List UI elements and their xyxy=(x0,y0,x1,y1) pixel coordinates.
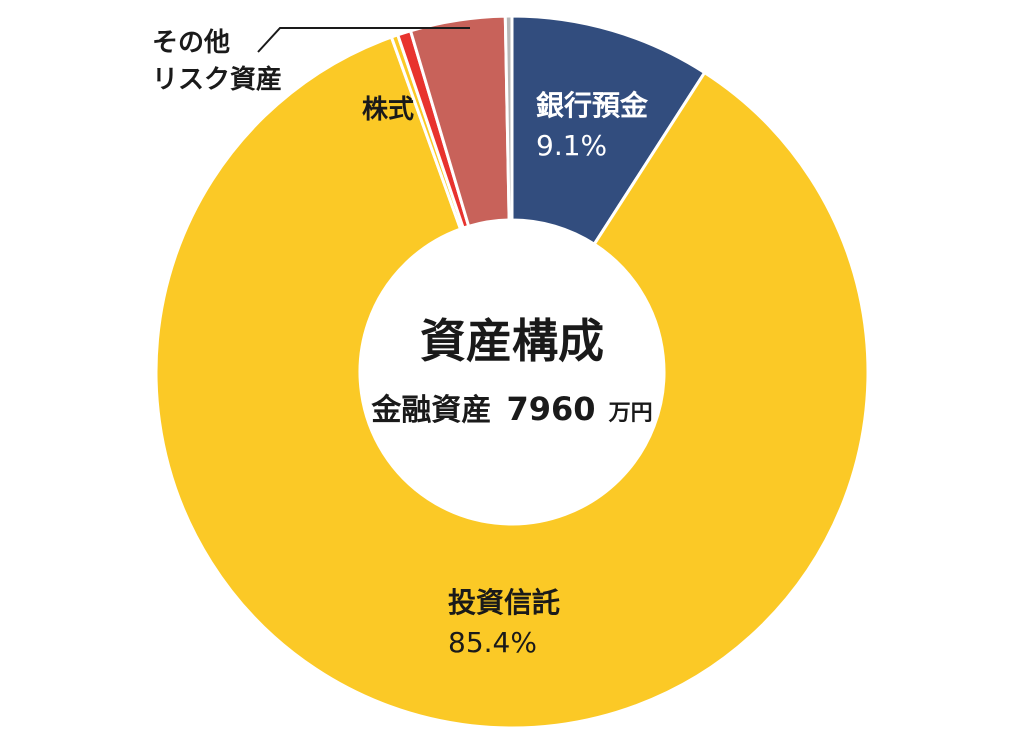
slices-group xyxy=(154,14,870,730)
value-bank-deposit: 9.1% xyxy=(536,129,607,162)
label-investment-trust: 投資信託 xyxy=(448,586,560,619)
donut-slice-5 xyxy=(503,14,514,222)
label-bank-deposit: 銀行預金 xyxy=(536,89,649,122)
center-subtitle-unit: 万円 xyxy=(608,401,653,426)
center-subtitle-label: 金融資産 xyxy=(370,393,491,428)
label-stocks: 株式 xyxy=(362,95,414,125)
center-title: 資産構成 xyxy=(420,314,604,368)
label-other-risk-line1: その他 xyxy=(152,28,230,58)
label-other-risk-line2: リスク資産 xyxy=(152,64,282,95)
center-subtitle: 金融資産 7960 万円 xyxy=(370,390,652,428)
leader-line-other xyxy=(257,27,470,53)
value-investment-trust: 85.4% xyxy=(448,626,537,659)
donut-slice-1 xyxy=(154,35,870,730)
center-subtitle-value: 7960 xyxy=(506,390,595,428)
